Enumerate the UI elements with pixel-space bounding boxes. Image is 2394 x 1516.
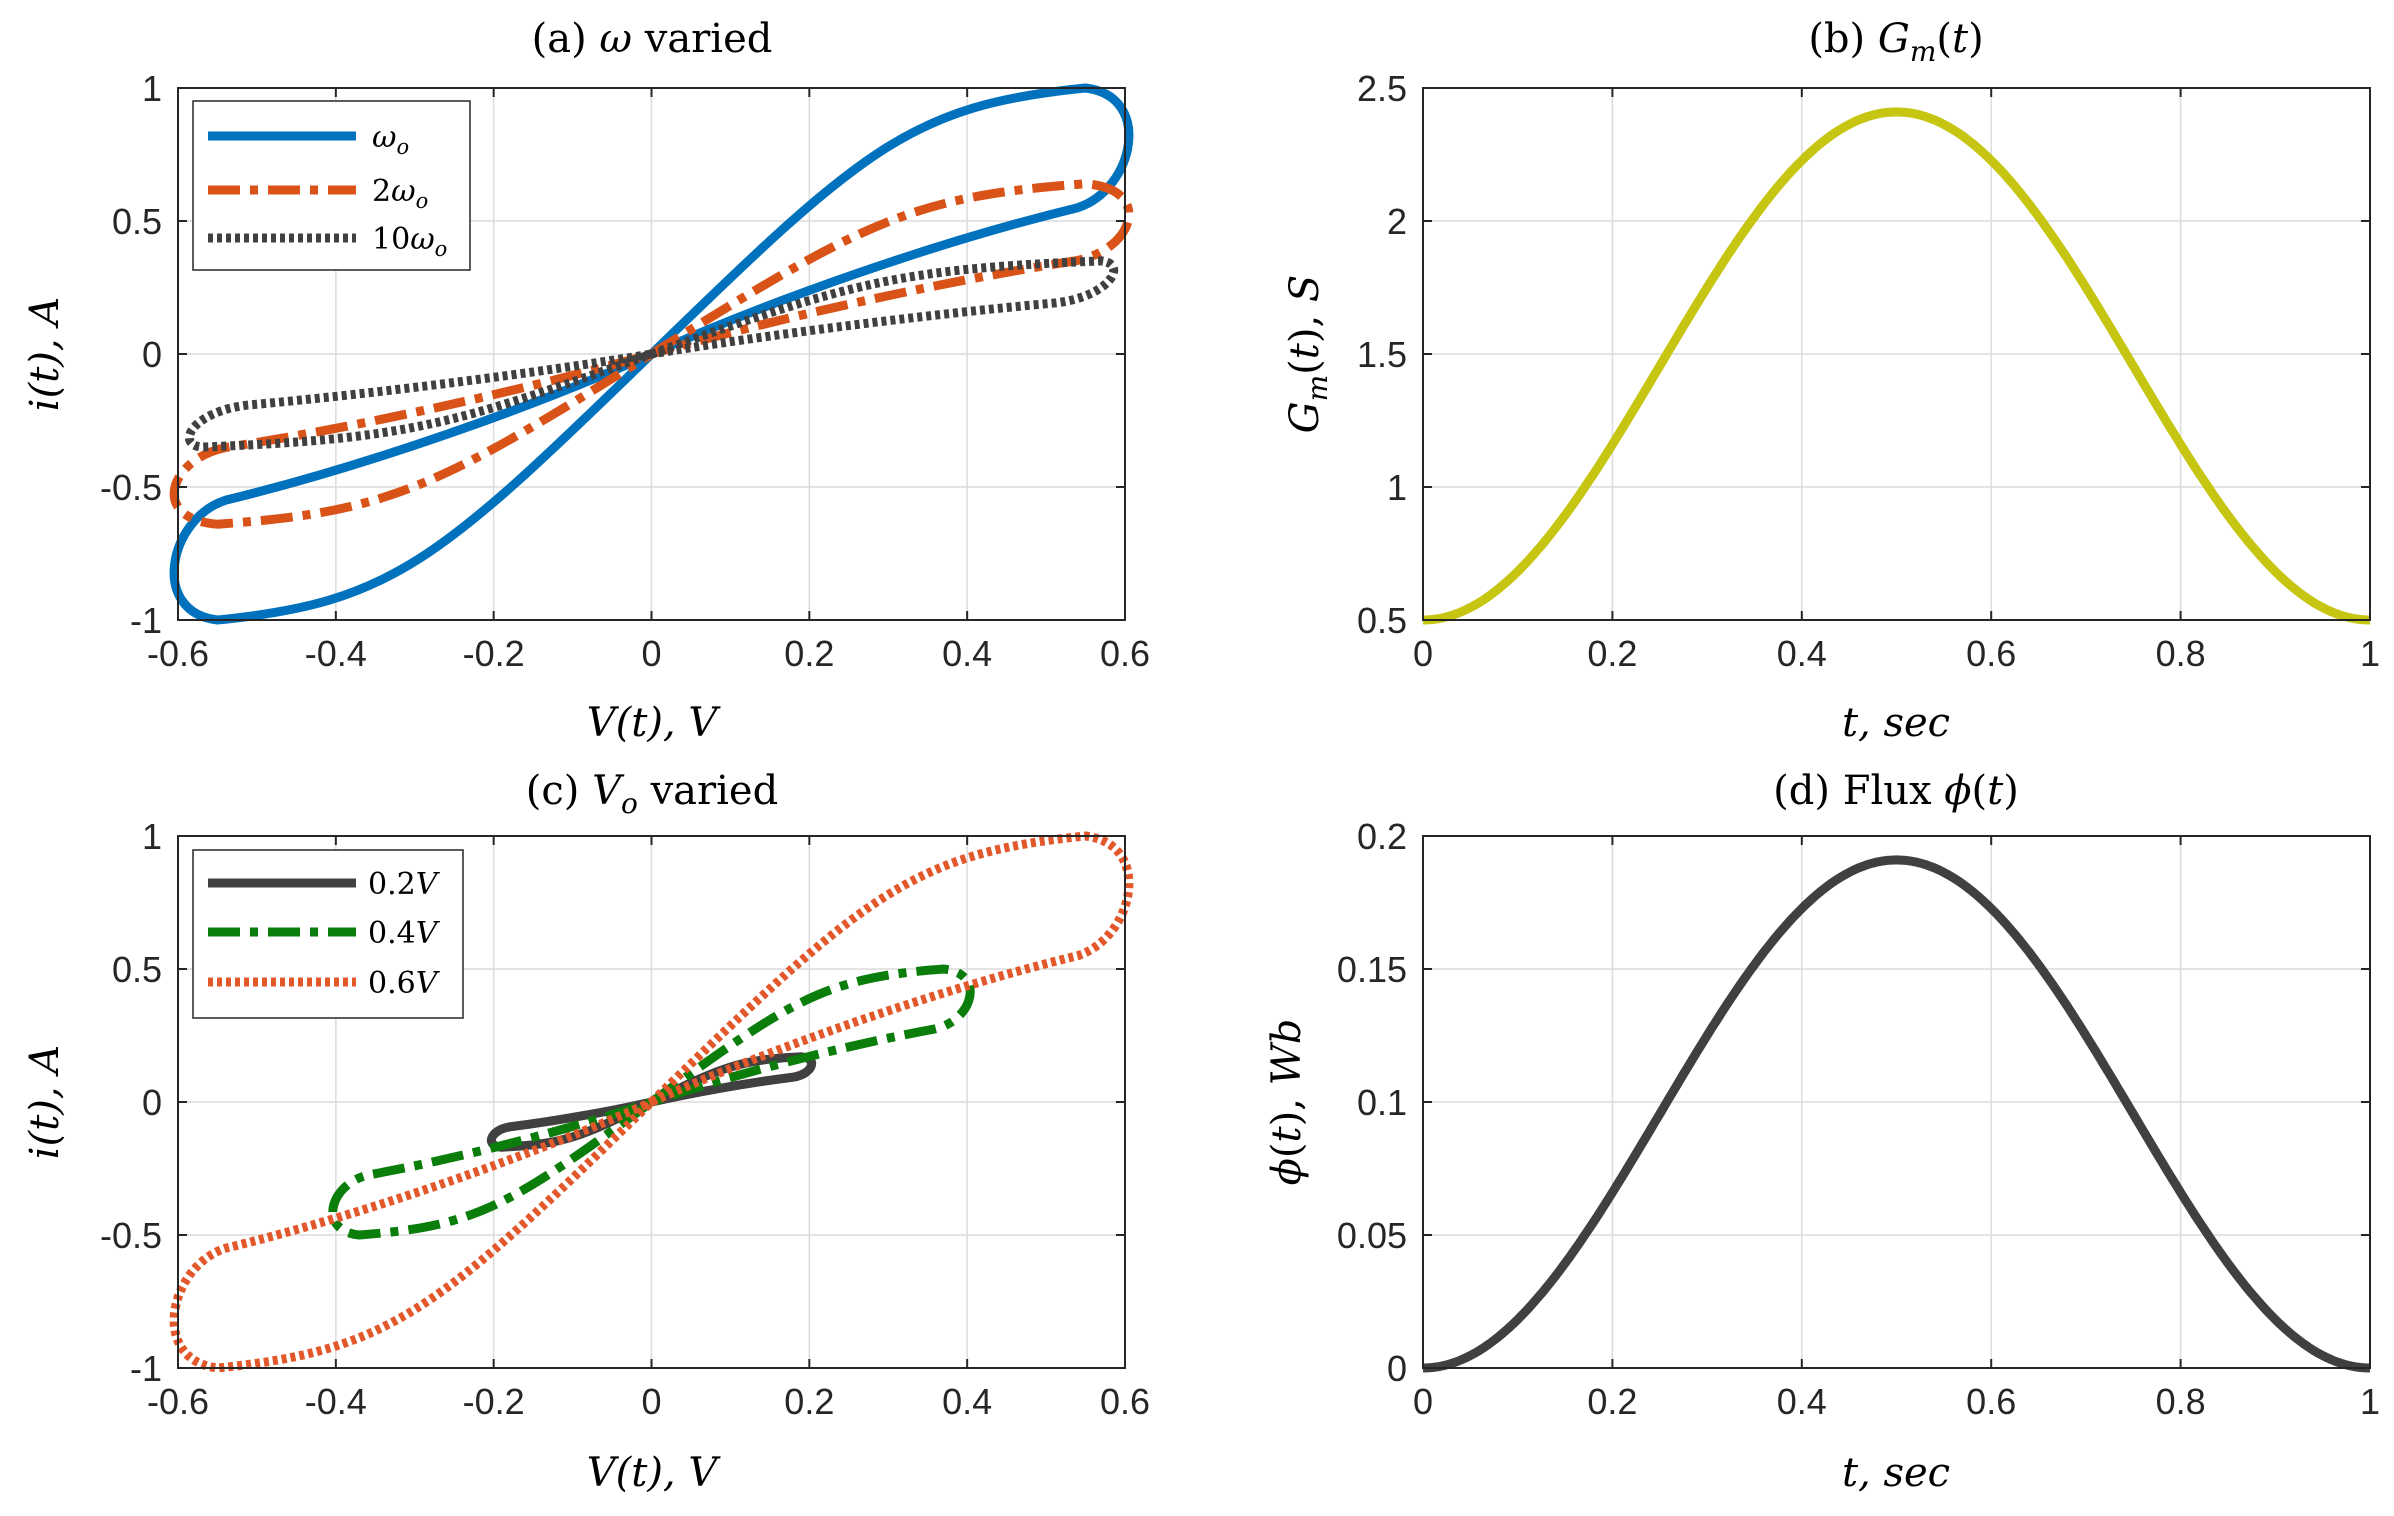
series-line-06V [169,831,1134,1373]
panel-d-series [1422,855,2371,1373]
x-tick-label: 0.6 [1100,633,1150,674]
y-tick-label: 2 [1387,201,1407,242]
panel-d: (d) Flux ϕ(t) 0 0.2 0.4 0.6 0.8 1 0 0.05 0.1 0.15… [1264,768,2380,1496]
y-tick-label: 1.5 [1357,334,1407,375]
series-line-10o [184,256,1119,452]
panel-d-xlabel: t, sec [1842,1450,1950,1496]
x-tick-label: -0.2 [463,1381,525,1422]
panel-a-series [169,83,1134,625]
x-tick-label: 0.6 [1100,1381,1150,1422]
y-tick-label: 0.5 [112,201,162,242]
panel-a-legend: ωo 2ωo 10ωo [192,100,471,271]
y-tick-label: 1 [1387,467,1407,508]
y-tick-label: 1 [142,68,162,109]
panel-b-xlabel: t, sec [1842,700,1950,746]
x-tick-label: 1 [2360,1381,2380,1422]
panel-a: (a) ω varied -0.6 -0.4 -0.2 0 0.2 0.4 0.6-1-0.… [22,16,1150,746]
y-tick-label: 0 [142,334,162,375]
y-tick-label: 2.5 [1357,68,1407,109]
legend-c-label-02v: 0.2V [368,867,441,902]
x-tick-label: 0.6 [1966,633,2016,674]
panel-c-title: (c) Vo varied [526,768,778,820]
x-tick-label: 0 [1413,1381,1433,1422]
x-tick-label: -0.4 [305,633,367,674]
panel-b-title: (b) Gm(t) [1808,16,1983,68]
panel-b-grid [1422,87,2371,621]
x-tick-label: -0.4 [305,1381,367,1422]
x-tick-label: -0.6 [147,633,209,674]
series-line-t [1422,855,2371,1373]
x-tick-label: -0.6 [147,1381,209,1422]
x-tick-label: 0.2 [784,1381,834,1422]
y-tick-label: 1 [142,816,162,857]
y-tick-label: 0.05 [1337,1215,1407,1256]
x-tick-label: 0 [1413,633,1433,674]
y-tick-label: -1 [130,600,162,641]
y-tick-label: 0.2 [1357,816,1407,857]
legend-c-label-06v: 0.6V [368,966,441,1001]
panel-c-series [169,831,1134,1373]
y-tick-label: 0 [1387,1348,1407,1389]
x-tick-label: 0.2 [1587,1381,1637,1422]
panel-d-ticks: 0 0.2 0.4 0.6 0.8 1 0 0.05 0.1 0.15 0.2 [1337,816,2380,1422]
y-tick-label: -0.5 [100,467,162,508]
panel-a-title: (a) ω varied [532,16,773,62]
panel-a-xlabel: V(t), V [587,700,722,746]
x-tick-label: 0 [641,633,661,674]
panel-c-xlabel: V(t), V [587,1450,722,1496]
x-tick-label: 0.4 [942,633,992,674]
panel-a-ylabel: i(t), A [22,297,68,411]
y-tick-label: 0.15 [1337,949,1407,990]
panel-c-ticks: -0.6 -0.4 -0.2 0 0.2 0.4 0.6 -1 -0.5 0 0.5 1 [100,816,1150,1422]
y-tick-label: 0.1 [1357,1082,1407,1123]
panel-d-grid [1422,835,2371,1369]
x-tick-label: 0.4 [942,1381,992,1422]
panel-b-ticks: 0 0.2 0.4 0.6 0.8 1 0.5 1 1.5 2 2.5 [1357,68,2380,674]
x-tick-label: 0.4 [1777,633,1827,674]
panel-c-legend: 0.2V 0.4V 0.6V [192,849,464,1019]
panel-b-series [1422,107,2371,625]
y-tick-label: 0.5 [112,949,162,990]
legend-c-label-04v: 0.4V [368,916,441,951]
panel-d-title: (d) Flux ϕ(t) [1773,768,2019,814]
panel-c-ylabel: i(t), A [22,1045,68,1159]
x-tick-label: 0.8 [2156,633,2206,674]
x-tick-label: 0.4 [1777,1381,1827,1422]
x-tick-label: -0.2 [463,633,525,674]
y-tick-label: 0 [142,1082,162,1123]
y-tick-label: -0.5 [100,1215,162,1256]
series-line-Gmt [1422,107,2371,625]
y-tick-label: 0.5 [1357,600,1407,641]
panel-a-ticks: -0.6 -0.4 -0.2 0 0.2 0.4 0.6 -1 -0.5 0 0.5 1 [100,68,1150,674]
panel-c: (c) Vo varied -0.6 -0.4 -0.2 0 0.2 0.4 0.6-1-0… [22,768,1150,1496]
panel-b: (b) Gm(t) 0 0.2 0.4 0.6 0.8 1 0.5 1 1.5 2 2.5 t, s… [1282,16,2380,746]
panel-b-ylabel: Gm(t), S [1282,275,1334,434]
x-tick-label: 0.2 [784,633,834,674]
x-tick-label: 0.8 [2156,1381,2206,1422]
legend-a-label-2wo: 2ωo [372,174,428,213]
x-tick-label: 0.2 [1587,633,1637,674]
x-tick-label: 1 [2360,633,2380,674]
x-tick-label: 0 [641,1381,661,1422]
x-tick-label: 0.6 [1966,1381,2016,1422]
y-tick-label: -1 [130,1348,162,1389]
panel-d-ylabel: ϕ(t), Wb [1264,1019,1310,1186]
